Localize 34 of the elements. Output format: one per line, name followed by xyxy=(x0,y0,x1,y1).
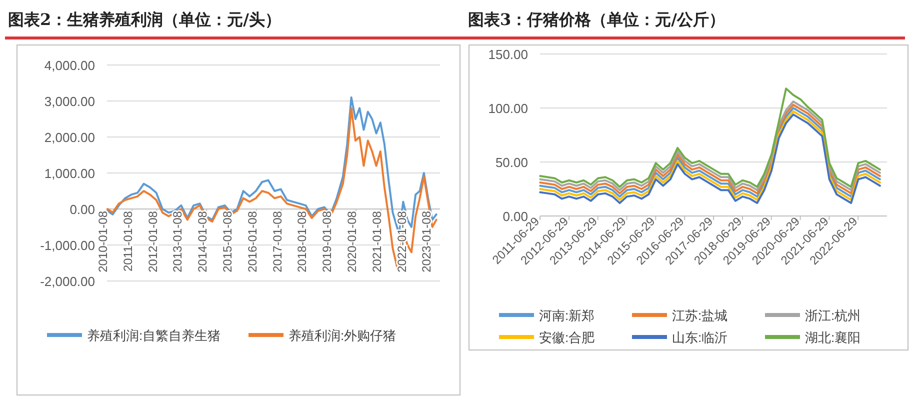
legend-label: 养殖利润:外购仔猪 xyxy=(288,328,396,343)
x-tick-label: 2010-01-08 xyxy=(96,210,110,272)
y-tick-label: 100.00 xyxy=(488,101,528,116)
legend-label: 江苏:盐城 xyxy=(672,308,728,323)
x-tick-label: 2012-01-08 xyxy=(146,210,160,272)
x-tick-label: 2011-01-08 xyxy=(120,210,135,272)
chart-title: 图表3：仔猪价格（单位：元/公斤） xyxy=(468,10,725,29)
x-tick-label: 2019-01-08 xyxy=(320,210,334,272)
x-tick-label: 2013-01-08 xyxy=(170,210,185,272)
y-tick-label: 150.00 xyxy=(488,47,528,62)
chart-title: 图表2：生猪养殖利润（单位：元/头） xyxy=(8,10,281,29)
legend-label: 浙江:杭州 xyxy=(805,308,861,323)
x-tick-label: 2016-01-08 xyxy=(245,210,260,272)
legend-label: 湖北:襄阳 xyxy=(805,330,861,345)
y-tick-label: -2,000.00 xyxy=(40,274,95,289)
legend-label: 安徽:合肥 xyxy=(539,330,595,345)
legend-label: 河南:新郑 xyxy=(539,308,595,323)
y-tick-label: 3,000.00 xyxy=(44,94,95,109)
x-tick-label: 2022-01-08 xyxy=(394,210,409,272)
legend-label: 山东:临沂 xyxy=(672,330,728,345)
x-tick-label: 2021-01-08 xyxy=(370,210,384,272)
legend-label: 养殖利润:自繁自养生猪 xyxy=(87,328,221,343)
y-tick-label: -1,000.00 xyxy=(40,238,95,253)
x-tick-label: 2015-01-08 xyxy=(220,210,234,272)
y-tick-label: 1,000.00 xyxy=(44,166,95,181)
x-tick-label: 2017-01-08 xyxy=(270,210,284,272)
x-tick-label: 2023-01-08 xyxy=(420,210,434,272)
y-tick-label: 2,000.00 xyxy=(44,130,95,145)
y-tick-label: 50.00 xyxy=(495,155,528,170)
x-tick-label: 2014-01-08 xyxy=(196,210,210,272)
y-tick-label: 4,000.00 xyxy=(44,58,95,73)
x-tick-label: 2020-01-08 xyxy=(344,210,359,272)
y-tick-label: 0.00 xyxy=(70,202,95,217)
x-tick-label: 2018-01-08 xyxy=(295,210,310,272)
